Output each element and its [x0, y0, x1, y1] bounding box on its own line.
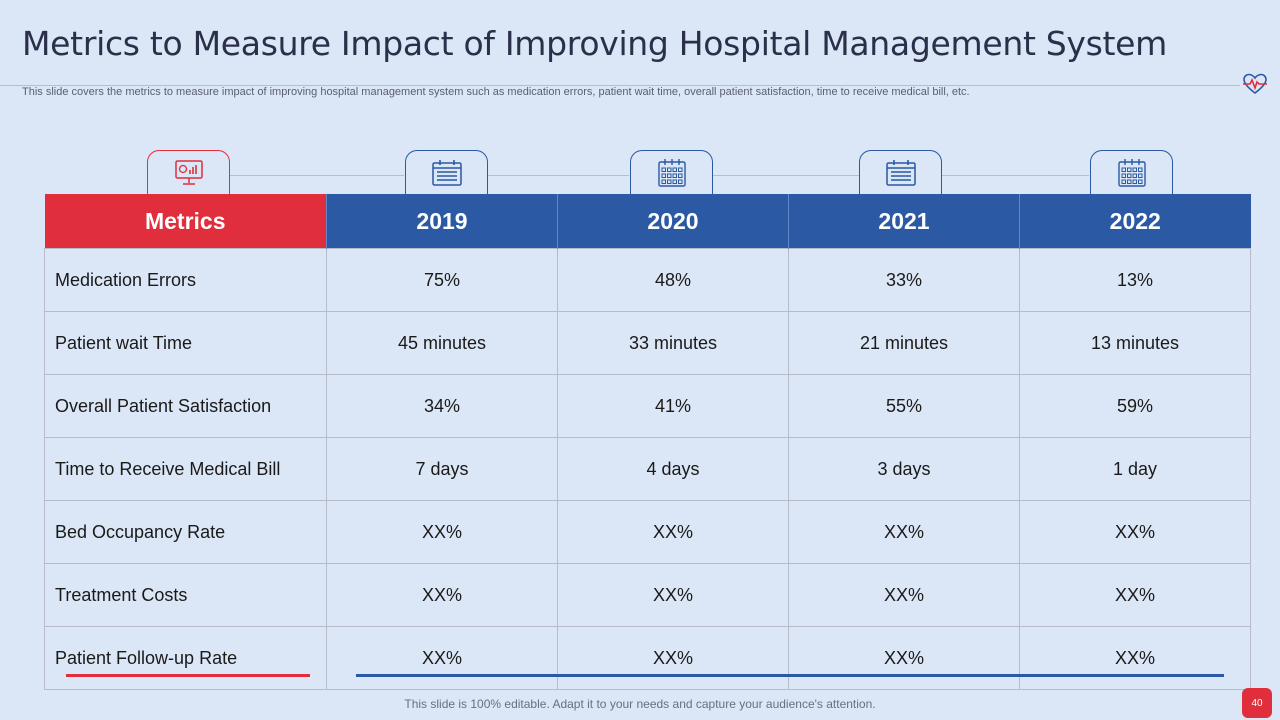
- metric-value: XX%: [557, 563, 789, 627]
- metric-value: XX%: [326, 626, 558, 690]
- metric-value: 45 minutes: [326, 311, 558, 375]
- metric-value: XX%: [557, 500, 789, 564]
- metric-value: XX%: [326, 500, 558, 564]
- metric-label: Treatment Costs: [44, 563, 327, 627]
- year-2019-icon-tab: [405, 150, 488, 195]
- metric-value: XX%: [788, 500, 1020, 564]
- metric-label: Bed Occupancy Rate: [44, 500, 327, 564]
- table-row: Patient wait Time 45 minutes 33 minutes …: [44, 311, 1251, 375]
- page-title: Metrics to Measure Impact of Improving H…: [22, 24, 1168, 63]
- metric-value: 33 minutes: [557, 311, 789, 375]
- metric-value: 1 day: [1019, 437, 1251, 501]
- header-2022: 2022: [1019, 194, 1251, 249]
- tab-connector: [488, 175, 629, 176]
- accent-bar-red: [66, 674, 310, 677]
- tab-connector: [230, 175, 404, 176]
- metrics-icon-tab: [147, 150, 230, 195]
- table-row: Time to Receive Medical Bill 7 days 4 da…: [44, 437, 1251, 501]
- year-2021-icon-tab: [859, 150, 942, 195]
- metric-value: 21 minutes: [788, 311, 1020, 375]
- heartbeat-icon: [1243, 73, 1267, 95]
- page-number: 40: [1242, 688, 1272, 718]
- metric-value: XX%: [557, 626, 789, 690]
- metric-value: 55%: [788, 374, 1020, 438]
- tab-connector: [713, 175, 859, 176]
- year-2020-icon-tab: [630, 150, 713, 195]
- dashboard-monitor-icon: [174, 160, 203, 185]
- metric-value: 59%: [1019, 374, 1251, 438]
- metric-value: 75%: [326, 248, 558, 312]
- metric-value: XX%: [1019, 626, 1251, 690]
- metric-label: Time to Receive Medical Bill: [44, 437, 327, 501]
- footer-note: This slide is 100% editable. Adapt it to…: [404, 697, 876, 711]
- metric-label: Overall Patient Satisfaction: [44, 374, 327, 438]
- title-divider: [0, 85, 1240, 86]
- calendar-icon: [431, 160, 462, 186]
- metric-value: 4 days: [557, 437, 789, 501]
- slide-subtitle: This slide covers the metrics to measure…: [22, 86, 970, 98]
- metric-value: 3 days: [788, 437, 1020, 501]
- header-2020: 2020: [557, 194, 789, 249]
- metric-value: 34%: [326, 374, 558, 438]
- table-row: Medication Errors 75% 48% 33% 13%: [44, 248, 1251, 312]
- calendar-icon: [885, 160, 916, 186]
- calendar-grid-icon: [1117, 159, 1146, 187]
- header-2019: 2019: [326, 194, 558, 249]
- table-row: Patient Follow-up Rate XX% XX% XX% XX%: [44, 626, 1251, 690]
- metric-label: Patient wait Time: [44, 311, 327, 375]
- metrics-table: Metrics 2019 2020 2021 2022 Medication E…: [44, 194, 1251, 690]
- tab-connector: [942, 175, 1089, 176]
- metric-value: 41%: [557, 374, 789, 438]
- metric-value: XX%: [1019, 500, 1251, 564]
- metric-value: XX%: [326, 563, 558, 627]
- header-metrics: Metrics: [44, 194, 327, 249]
- header-2021: 2021: [788, 194, 1020, 249]
- table-header-row: Metrics 2019 2020 2021 2022: [44, 194, 1251, 249]
- calendar-grid-icon: [657, 159, 686, 187]
- table-row: Overall Patient Satisfaction 34% 41% 55%…: [44, 374, 1251, 438]
- metric-value: 13 minutes: [1019, 311, 1251, 375]
- metric-value: XX%: [1019, 563, 1251, 627]
- metric-value: XX%: [788, 563, 1020, 627]
- table-row: Treatment Costs XX% XX% XX% XX%: [44, 563, 1251, 627]
- metric-value: 33%: [788, 248, 1020, 312]
- metric-value: 48%: [557, 248, 789, 312]
- accent-bar-blue: [356, 674, 1224, 677]
- metric-value: 7 days: [326, 437, 558, 501]
- year-2022-icon-tab: [1090, 150, 1173, 195]
- metric-label: Medication Errors: [44, 248, 327, 312]
- metric-label: Patient Follow-up Rate: [44, 626, 327, 690]
- metric-value: 13%: [1019, 248, 1251, 312]
- table-row: Bed Occupancy Rate XX% XX% XX% XX%: [44, 500, 1251, 564]
- metric-value: XX%: [788, 626, 1020, 690]
